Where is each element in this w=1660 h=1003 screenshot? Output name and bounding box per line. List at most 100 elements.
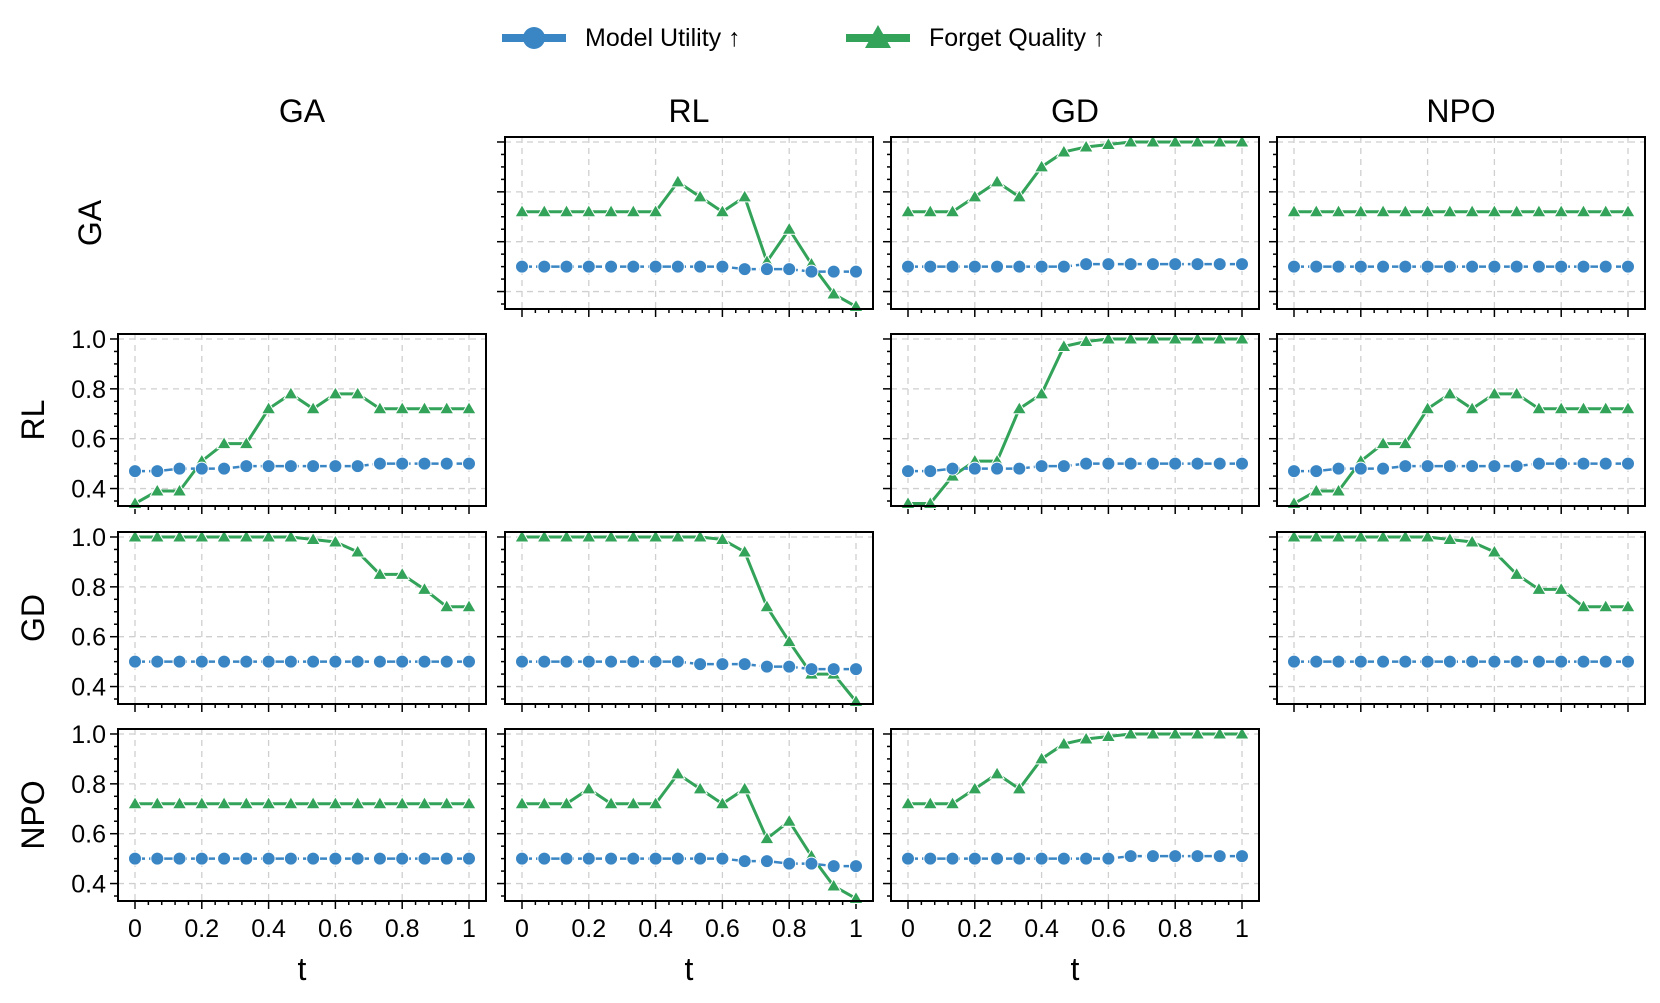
model-utility-point [967, 259, 982, 274]
x-tick-label: 1 [849, 915, 863, 943]
forget-quality-point [394, 795, 411, 810]
x-tick-label: 0.4 [638, 915, 673, 943]
model-utility-point [1509, 259, 1524, 274]
forget-quality-point [714, 531, 731, 545]
axis-ticks [497, 733, 857, 909]
model-utility-point [515, 654, 529, 669]
forget-quality-point [1167, 330, 1184, 345]
forget-quality-point [171, 483, 188, 497]
forget-quality-point [1352, 528, 1369, 543]
forget-quality-point [438, 795, 455, 810]
forget-quality-point [1330, 528, 1347, 543]
panel-frame [117, 531, 487, 705]
model-utility-point [261, 459, 276, 474]
forget-quality-point [1234, 133, 1250, 148]
model-utility-point [715, 259, 730, 274]
model-utility-point [150, 851, 165, 866]
forget-quality-point [558, 528, 575, 543]
forget-quality-line [1294, 535, 1628, 609]
model-utility-point [515, 851, 529, 866]
x-axis-label-col-ga: t [298, 951, 307, 987]
model-utility-point [693, 851, 708, 866]
model-utility-point [923, 851, 938, 866]
forget-quality-point [127, 795, 143, 810]
x-tick-label: 0.2 [957, 915, 992, 943]
forget-quality-point [1442, 385, 1458, 400]
model-utility-point [217, 851, 232, 866]
grid [505, 137, 873, 309]
forget-quality-point [149, 528, 166, 543]
model-utility-point [648, 654, 663, 669]
model-utility-point [1123, 849, 1138, 864]
forget-quality-point [1308, 203, 1325, 218]
forget-quality-point [1397, 203, 1414, 218]
model-utility-point [1376, 461, 1391, 476]
model-utility-point [1145, 849, 1160, 864]
y-tick-label: 0.4 [71, 871, 106, 899]
panel-frame [1276, 531, 1646, 705]
model-utility-point [945, 259, 960, 274]
model-utility-point [967, 461, 982, 476]
axis-ticks [883, 733, 1243, 909]
forget-quality-point [670, 173, 686, 188]
forget-quality-point [1508, 385, 1525, 400]
model-utility-point [945, 461, 960, 476]
model-utility-point [1442, 654, 1457, 669]
model-utility-point [1190, 257, 1205, 272]
model-utility-point [1034, 851, 1049, 866]
x-tick-label: 0.4 [251, 915, 286, 943]
model-utility-point [826, 859, 841, 874]
forget-quality-point [1486, 543, 1503, 558]
model-utility-point [1212, 257, 1227, 272]
x-axis-labels: t t t [298, 951, 1080, 987]
panel-frame [1276, 333, 1646, 507]
model-utility-point [537, 654, 552, 669]
model-utility-point [1190, 849, 1205, 864]
forget-quality-point [1419, 203, 1436, 218]
forget-quality-point [1620, 598, 1636, 613]
grid [118, 334, 486, 506]
y-tick-label: 1.0 [71, 524, 106, 552]
forget-quality-point [216, 795, 232, 810]
forget-quality-point [1211, 725, 1228, 740]
forget-quality-point [305, 531, 321, 545]
y-tick-labels: 0.4 0.6 0.8 1.0 [71, 721, 106, 899]
forget-quality-point [216, 528, 232, 543]
x-tick-label: 1 [1235, 915, 1249, 943]
x-tick-label: 0 [901, 915, 915, 943]
model-utility-point [1420, 259, 1435, 274]
model-utility-point [306, 654, 321, 669]
forget-quality-point [603, 795, 619, 810]
x-tick-label: 0.2 [184, 915, 219, 943]
model-utility-point [1487, 259, 1502, 274]
model-utility-point [372, 654, 387, 669]
forget-quality-point [1056, 338, 1072, 352]
forget-quality-point [536, 528, 553, 543]
forget-quality-point [1419, 528, 1436, 543]
x-tick-label: 0.6 [705, 915, 740, 943]
model-utility-point [626, 259, 641, 274]
forget-quality-point [781, 633, 798, 648]
model-utility-point [1531, 259, 1546, 274]
model-utility-point [1465, 459, 1480, 474]
panel-npo-rl: 0 0.2 0.4 0.6 0.8 1 [497, 728, 874, 943]
axis-ticks [110, 733, 470, 909]
forget-quality-point [372, 795, 388, 810]
panel-ga-npo [1269, 136, 1646, 317]
forget-quality-point [514, 795, 530, 810]
grid [1277, 532, 1645, 704]
model-utility-point [1287, 259, 1301, 274]
model-utility-point [782, 262, 797, 277]
model-utility-point [350, 851, 365, 866]
model-utility-point [1576, 456, 1591, 471]
forget-quality-point [149, 795, 166, 810]
axis-ticks [1269, 141, 1629, 317]
model-utility-point [350, 654, 365, 669]
model-utility-point [1398, 259, 1413, 274]
forget-quality-point [1189, 725, 1206, 740]
model-utility-point [1398, 654, 1413, 669]
model-utility-point [604, 654, 619, 669]
model-utility-point [395, 851, 410, 866]
model-utility-point [581, 851, 596, 866]
model-utility-point [1621, 456, 1635, 471]
